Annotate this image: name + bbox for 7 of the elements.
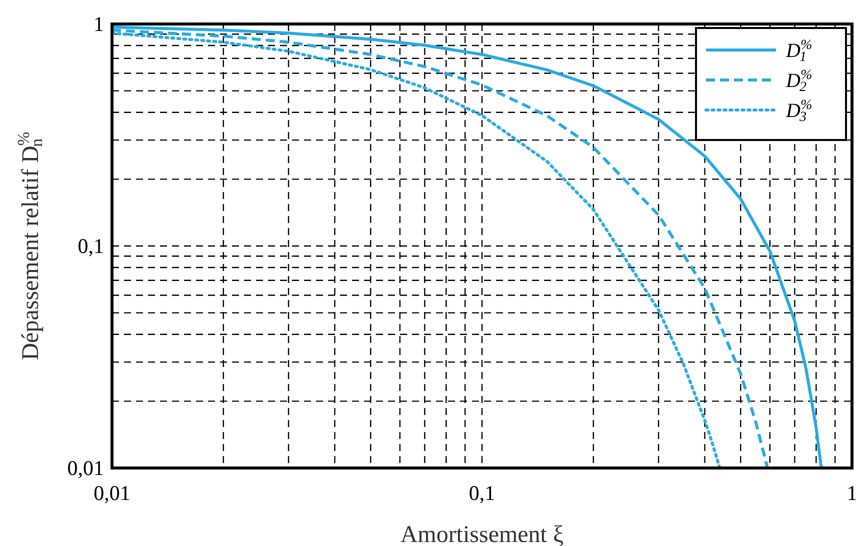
y-tick-label: 0,1 (78, 234, 104, 258)
y-tick-label: 1 (94, 12, 104, 36)
y-tick-label: 0,01 (67, 456, 104, 480)
x-axis-title: Amortissement ξ (400, 522, 564, 546)
x-tick-label: 0,1 (468, 481, 496, 505)
x-tick-label: 1 (846, 481, 856, 505)
x-tick-label: 0,01 (94, 481, 130, 505)
